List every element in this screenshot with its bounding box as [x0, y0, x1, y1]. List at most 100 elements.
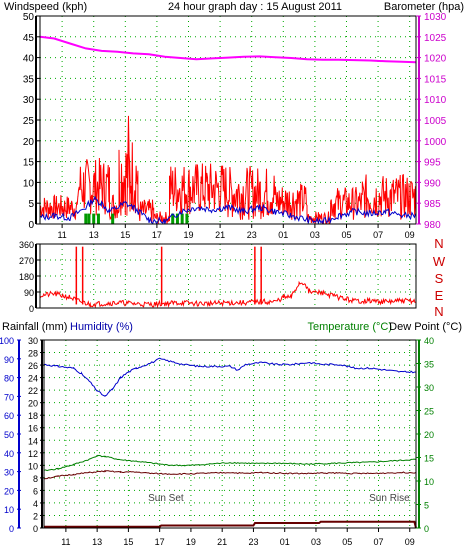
temp-hour-label: 19 [186, 537, 196, 547]
rainfall-tick-label: 22 [28, 386, 38, 396]
rainfall-axis-title: Rainfall (mm) [2, 321, 67, 333]
humidity-tick-label: 10 [4, 505, 14, 515]
wind-hour-label: 05 [341, 230, 351, 240]
wind-hour-label: 23 [247, 230, 257, 240]
windspeed-axis-title: Windspeed (kph) [4, 1, 87, 13]
barometer-axis: 980 985 990 995 1000 1005 1010 1015 1020 1025 1030 [416, 12, 447, 231]
wind-hour-label: 13 [89, 230, 99, 240]
rainfall-tick-label: 28 [28, 349, 38, 359]
barometer-tick-label: 985 [424, 199, 441, 210]
rain-rate-bar [84, 213, 88, 224]
wind-hour-label: 21 [215, 230, 225, 240]
direction-tick-label: 360 [19, 240, 34, 250]
temp-hour-label: 11 [61, 537, 70, 547]
rainfall-tick-label: 14 [28, 436, 38, 446]
wind-direction-panel: 0 90 180 270 360 N W S E N [19, 236, 446, 319]
direction-tick-label: 270 [19, 256, 34, 266]
rainfall-tick-label: 8 [33, 474, 38, 484]
windspeed-tick-label: 30 [23, 95, 35, 106]
compass-label-w: W [433, 254, 446, 269]
temperature-tick-label: 10 [424, 477, 434, 487]
compass-label-e: E [435, 288, 444, 303]
rain-rate-bar [92, 213, 96, 224]
windspeed-tick-label: 45 [23, 33, 35, 44]
rainfall-tick-label: 10 [28, 461, 38, 471]
rain-rate-bar [185, 213, 189, 224]
temperature-axis-title: Temperature (°C) [308, 321, 392, 333]
wind-hour-label: 19 [183, 230, 193, 240]
rainfall-tick-label: 26 [28, 361, 38, 371]
graph-title: 24 hour graph day : 15 August 2011 [168, 1, 342, 13]
temperature-tick-label: 15 [424, 454, 434, 464]
windspeed-tick-label: 40 [23, 54, 35, 65]
barometer-tick-label: 1030 [424, 12, 447, 23]
rainfall-tick-label: 0 [33, 524, 38, 534]
rainfall-tick-label: 24 [28, 374, 38, 384]
rainfall-tick-label: 6 [33, 486, 38, 496]
humidity-axis: 0 10 20 30 40 50 60 70 80 90 100 [0, 336, 21, 534]
humidity-tick-label: 20 [4, 486, 14, 496]
rain-rate-bar [171, 213, 175, 224]
temp-hour-label: 03 [311, 537, 321, 547]
compass-label-n-bottom: N [434, 304, 443, 319]
rain-rate-bar [96, 213, 100, 224]
temp-hour-label: 15 [123, 537, 133, 547]
humidity-tick-label: 80 [4, 374, 14, 384]
temp-hour-label: 21 [217, 537, 227, 547]
temperature-tick-label: 30 [424, 383, 434, 393]
temp-hour-label: 09 [405, 537, 415, 547]
temp-x-axis: 11 13 15 17 19 21 23 01 03 05 07 09 [61, 528, 415, 547]
rain-rate-bar [87, 213, 91, 224]
humidity-tick-label: 60 [4, 411, 14, 421]
wind-max-gust [126, 115, 131, 216]
humidity-line [43, 357, 417, 398]
temp-hour-label: 23 [248, 537, 258, 547]
rainfall-tick-label: 18 [28, 411, 38, 421]
wind-hour-label: 07 [373, 230, 383, 240]
barometer-tick-label: 1010 [424, 95, 447, 106]
humidity-tick-label: 30 [4, 468, 14, 478]
rainfall-line [44, 520, 417, 529]
direction-grid [40, 244, 416, 308]
windspeed-tick-label: 50 [23, 12, 35, 23]
rainfall-tick-label: 12 [28, 449, 38, 459]
barometer-tick-label: 990 [424, 178, 441, 189]
wind-direction-line [39, 280, 416, 309]
rainfall-tick-label: 16 [28, 424, 38, 434]
direction-data [39, 246, 416, 309]
temperature-tick-label: 25 [424, 407, 434, 417]
wind-gust-line [39, 138, 417, 225]
direction-tick-label: 180 [19, 272, 34, 282]
windspeed-tick-label: 20 [23, 137, 35, 148]
barometer-tick-label: 1000 [424, 137, 447, 148]
barometer-tick-label: 1025 [424, 33, 447, 44]
wind-hour-label: 01 [278, 230, 288, 240]
windspeed-tick-label: 10 [23, 178, 35, 189]
rainfall-tick-label: 4 [33, 499, 38, 509]
wind-hour-label: 03 [310, 230, 320, 240]
temp-grid [44, 340, 416, 528]
dewpoint-axis-title: Dew Point (°C) [389, 321, 462, 333]
humidity-tick-label: 50 [4, 430, 14, 440]
temperature-tick-label: 20 [424, 430, 434, 440]
rainfall-tick-label: 2 [33, 511, 38, 521]
rain-rate-bar [180, 213, 184, 224]
temp-hour-label: 13 [92, 537, 102, 547]
temp-hour-label: 05 [342, 537, 352, 547]
wind-x-axis: 11 13 15 17 19 21 23 01 03 05 07 09 [57, 224, 415, 240]
wind-hour-label: 17 [152, 230, 162, 240]
dewpoint-line [43, 469, 417, 480]
windspeed-tick-label: 35 [23, 74, 35, 85]
barometer-tick-label: 1020 [424, 54, 447, 65]
sunrise-label: Sun Rise [369, 493, 410, 504]
windspeed-tick-label: 25 [23, 116, 35, 127]
temperature-tick-label: 5 [424, 501, 429, 511]
temp-data [43, 357, 417, 529]
direction-panel-frame [39, 243, 417, 309]
wind-hour-label: 15 [120, 230, 130, 240]
direction-tick-label: 0 [29, 304, 34, 314]
humidity-tick-label: 70 [4, 392, 14, 402]
wind-hour-label: 09 [405, 230, 415, 240]
barometer-line [39, 35, 417, 64]
